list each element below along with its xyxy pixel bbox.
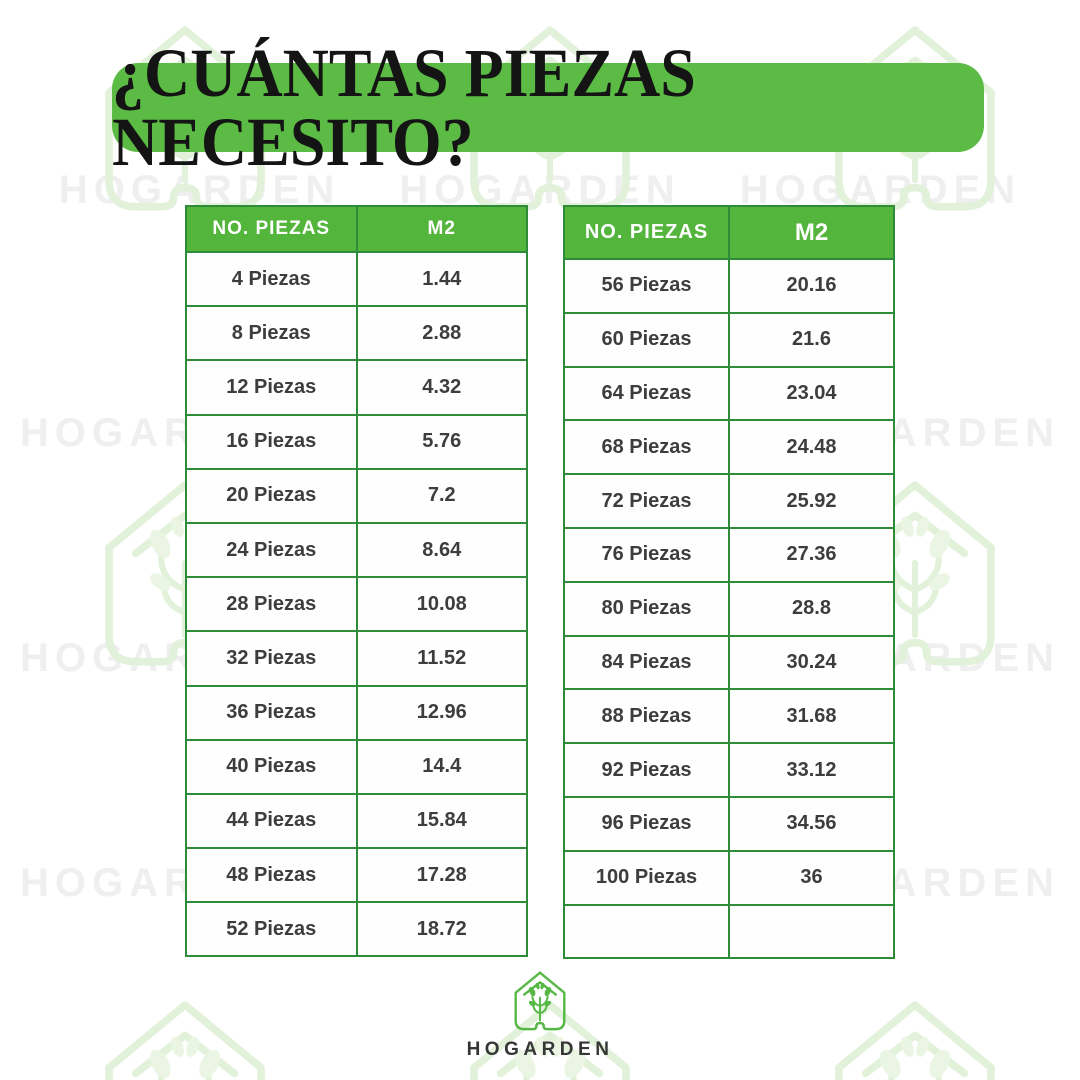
cell-piezas bbox=[563, 903, 730, 960]
page-title: ¿CUÁNTAS PIEZAS NECESITO? bbox=[112, 34, 696, 180]
brand-footer: HOGARDEN bbox=[0, 966, 1080, 1059]
watermark-logo-icon bbox=[835, 1001, 995, 1080]
header-row: NO. PIEZAS M2 bbox=[185, 205, 528, 253]
cell-piezas: 92 Piezas bbox=[563, 742, 730, 798]
table-row: 44 Piezas 15.84 bbox=[185, 792, 528, 850]
column-header-m2: M2 bbox=[728, 205, 895, 260]
cell-piezas: 4 Piezas bbox=[185, 250, 358, 308]
column-header-piezas: NO. PIEZAS bbox=[185, 205, 358, 253]
table-row: 4 Piezas 1.44 bbox=[185, 250, 528, 308]
cell-piezas: 52 Piezas bbox=[185, 901, 358, 958]
cell-piezas: 16 Piezas bbox=[185, 413, 358, 470]
cell-m2: 18.72 bbox=[355, 901, 528, 958]
table-row: 12 Piezas 4.32 bbox=[185, 359, 528, 416]
table-row: 52 Piezas 18.72 bbox=[185, 901, 528, 958]
header-row: NO. PIEZAS M2 bbox=[563, 205, 895, 260]
table-row: 92 Piezas 33.12 bbox=[563, 742, 895, 798]
column-header-m2: M2 bbox=[355, 205, 528, 253]
cell-piezas: 32 Piezas bbox=[185, 630, 358, 687]
cell-m2: 12.96 bbox=[355, 684, 528, 741]
cell-piezas: 60 Piezas bbox=[563, 311, 730, 368]
cell-piezas: 40 Piezas bbox=[185, 738, 358, 795]
cell-piezas: 68 Piezas bbox=[563, 419, 730, 476]
cell-m2: 10.08 bbox=[355, 576, 528, 633]
table-row: 24 Piezas 8.64 bbox=[185, 521, 528, 579]
cell-piezas: 84 Piezas bbox=[563, 634, 730, 691]
table-row: 72 Piezas 25.92 bbox=[563, 473, 895, 529]
cell-m2: 15.84 bbox=[355, 792, 528, 850]
table-row: 32 Piezas 11.52 bbox=[185, 630, 528, 687]
cell-m2: 5.76 bbox=[355, 413, 528, 470]
cell-m2: 8.64 bbox=[355, 521, 528, 579]
watermark-logo-icon bbox=[105, 1001, 265, 1080]
cell-m2: 11.52 bbox=[355, 630, 528, 687]
cell-m2: 25.92 bbox=[728, 473, 895, 529]
hogarden-logo-icon bbox=[514, 971, 566, 1031]
cell-m2: 28.8 bbox=[728, 580, 895, 637]
cell-m2: 27.36 bbox=[728, 526, 895, 583]
table-row: 28 Piezas 10.08 bbox=[185, 576, 528, 633]
cell-piezas: 76 Piezas bbox=[563, 526, 730, 583]
cell-m2: 21.6 bbox=[728, 311, 895, 368]
cell-m2: 17.28 bbox=[355, 847, 528, 904]
table-row: 20 Piezas 7.2 bbox=[185, 467, 528, 524]
brand-wordmark: HOGARDEN bbox=[466, 1039, 614, 1060]
table-row: 40 Piezas 14.4 bbox=[185, 738, 528, 795]
cell-m2: 20.16 bbox=[728, 258, 895, 314]
table-row: 36 Piezas 12.96 bbox=[185, 684, 528, 741]
cell-piezas: 36 Piezas bbox=[185, 684, 358, 741]
cell-m2: 23.04 bbox=[728, 365, 895, 422]
cell-m2: 30.24 bbox=[728, 634, 895, 691]
table-left-body: 4 Piezas 1.44 8 Piezas 2.88 12 Piezas 4.32 16 … bbox=[185, 250, 528, 958]
cell-m2: 4.32 bbox=[355, 359, 528, 416]
table-row: 8 Piezas 2.88 bbox=[185, 305, 528, 362]
column-header-piezas: NO. PIEZAS bbox=[563, 205, 730, 260]
cell-piezas: 80 Piezas bbox=[563, 580, 730, 637]
cell-piezas: 8 Piezas bbox=[185, 305, 358, 362]
pieces-table-left: NO. PIEZAS M2 4 Piezas 1.44 8 Piezas 2.88 12… bbox=[185, 205, 528, 958]
cell-m2: 7.2 bbox=[355, 467, 528, 524]
cell-piezas: 100 Piezas bbox=[563, 849, 730, 906]
cell-m2: 31.68 bbox=[728, 688, 895, 745]
table-row: 96 Piezas 34.56 bbox=[563, 795, 895, 852]
table-row: 64 Piezas 23.04 bbox=[563, 365, 895, 422]
cell-piezas: 20 Piezas bbox=[185, 467, 358, 524]
cell-piezas: 48 Piezas bbox=[185, 847, 358, 904]
table-row: 60 Piezas 21.6 bbox=[563, 311, 895, 368]
cell-m2: 36 bbox=[728, 849, 895, 906]
cell-piezas: 56 Piezas bbox=[563, 258, 730, 314]
table-row: 76 Piezas 27.36 bbox=[563, 526, 895, 583]
cell-m2: 33.12 bbox=[728, 742, 895, 798]
table-row: 88 Piezas 31.68 bbox=[563, 688, 895, 745]
cell-m2: 24.48 bbox=[728, 419, 895, 476]
table-row: 100 Piezas 36 bbox=[563, 849, 895, 906]
cell-m2 bbox=[728, 903, 895, 960]
cell-piezas: 96 Piezas bbox=[563, 795, 730, 852]
table-row: 56 Piezas 20.16 bbox=[563, 258, 895, 314]
table-right-header: NO. PIEZAS M2 bbox=[563, 205, 895, 260]
table-row: 84 Piezas 30.24 bbox=[563, 634, 895, 691]
cell-piezas: 28 Piezas bbox=[185, 576, 358, 633]
cell-m2: 34.56 bbox=[728, 795, 895, 852]
table-row bbox=[563, 903, 895, 960]
title-banner: ¿CUÁNTAS PIEZAS NECESITO? bbox=[112, 38, 984, 176]
cell-m2: 2.88 bbox=[355, 305, 528, 362]
table-row: 80 Piezas 28.8 bbox=[563, 580, 895, 637]
table-left-header: NO. PIEZAS M2 bbox=[185, 205, 528, 253]
cell-m2: 1.44 bbox=[355, 250, 528, 308]
table-row: 16 Piezas 5.76 bbox=[185, 413, 528, 470]
cell-piezas: 64 Piezas bbox=[563, 365, 730, 422]
cell-piezas: 24 Piezas bbox=[185, 521, 358, 579]
cell-piezas: 88 Piezas bbox=[563, 688, 730, 745]
cell-m2: 14.4 bbox=[355, 738, 528, 795]
table-right-body: 56 Piezas 20.16 60 Piezas 21.6 64 Piezas 23.0… bbox=[563, 258, 895, 960]
table-row: 68 Piezas 24.48 bbox=[563, 419, 895, 476]
watermark-logo-icon bbox=[470, 1001, 630, 1080]
cell-piezas: 12 Piezas bbox=[185, 359, 358, 416]
pieces-table-right: NO. PIEZAS M2 56 Piezas 20.16 60 Piezas 21.… bbox=[563, 205, 895, 960]
table-row: 48 Piezas 17.28 bbox=[185, 847, 528, 904]
cell-piezas: 72 Piezas bbox=[563, 473, 730, 529]
cell-piezas: 44 Piezas bbox=[185, 792, 358, 850]
